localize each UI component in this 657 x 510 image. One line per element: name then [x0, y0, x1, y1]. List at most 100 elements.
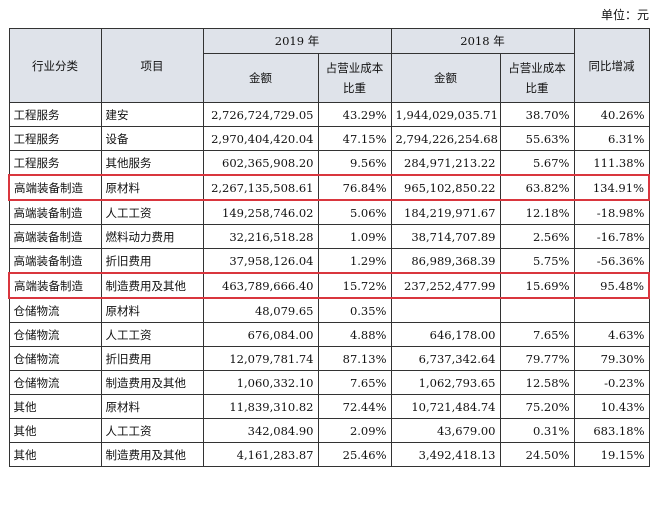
cell-item: 人工工资: [100, 199, 204, 225]
header-ratio-2019: 占营业成本比重: [317, 53, 392, 103]
cell-ratio-2019: 72.44%: [317, 394, 392, 419]
cell-amount-2019: 602,365,908.20: [202, 150, 319, 176]
cell-yoy: 6.31%: [573, 126, 650, 151]
table-row: 工程服务 其他服务 602,365,908.20 9.56% 284,971,213.2…: [8, 150, 650, 176]
table-row: 高端装备制造 燃料动力费用 32,216,518.28 1.09% 38,714,707…: [8, 224, 650, 249]
cell-ratio-2019: 5.06%: [317, 199, 392, 225]
table-row: 仓储物流 制造费用及其他 1,060,332.10 7.65% 1,062,793.65…: [8, 370, 650, 395]
cell-yoy: -18.98%: [573, 199, 650, 225]
header-yoy: 同比增减: [573, 28, 650, 103]
table-row-highlighted: 高端装备制造 制造费用及其他 463,789,666.40 15.72% 237,252…: [8, 272, 650, 299]
cell-amount-2019: 1,060,332.10: [202, 370, 319, 395]
cell-amount-2019: 463,789,666.40: [202, 272, 319, 299]
cell-item: 折旧费用: [100, 346, 204, 371]
cell-yoy: 79.30%: [573, 346, 650, 371]
cell-amount-2018: 38,714,707.89: [390, 224, 501, 249]
cell-amount-2018: [390, 297, 501, 323]
header-ratio-2018: 占营业成本比重: [499, 53, 575, 103]
cell-yoy: 4.63%: [573, 322, 650, 347]
cell-ratio-2018: 55.63%: [499, 126, 575, 151]
cell-ratio-2018: 0.31%: [499, 418, 575, 443]
cell-industry: 其他: [8, 394, 102, 419]
cell-ratio-2018: 5.75%: [499, 248, 575, 274]
cell-ratio-2019: 76.84%: [317, 174, 392, 201]
cell-yoy: 134.91%: [573, 174, 650, 201]
cell-amount-2019: 676,084.00: [202, 322, 319, 347]
table-body: 工程服务 建安 2,726,724,729.05 43.29% 1,944,029,03…: [8, 102, 650, 467]
cell-yoy: 683.18%: [573, 418, 650, 443]
header-year-2018: 2018 年: [390, 28, 575, 54]
cell-industry: 其他: [8, 442, 102, 467]
cell-industry: 高端装备制造: [8, 174, 102, 201]
cell-industry: 工程服务: [8, 102, 102, 127]
table-row: 仓储物流 人工工资 676,084.00 4.88% 646,178.00 7.65% 4.…: [8, 322, 650, 347]
table-row: 高端装备制造 折旧费用 37,958,126.04 1.29% 86,989,368.3…: [8, 248, 650, 274]
cell-amount-2019: 2,970,404,420.04: [202, 126, 319, 151]
cell-amount-2018: 284,971,213.22: [390, 150, 501, 176]
cell-yoy: 10.43%: [573, 394, 650, 419]
cell-yoy: -0.23%: [573, 370, 650, 395]
cost-composition-table: 行业分类 项目 2019 年 2018 年 同比增减 金额 占营业成本比重 金额…: [8, 28, 650, 467]
cell-ratio-2018: 79.77%: [499, 346, 575, 371]
cell-item: 原材料: [100, 174, 204, 201]
cell-industry: 工程服务: [8, 150, 102, 176]
cell-ratio-2019: 1.29%: [317, 248, 392, 274]
cell-item: 原材料: [100, 394, 204, 419]
header-item: 项目: [100, 28, 204, 103]
cell-ratio-2019: 2.09%: [317, 418, 392, 443]
cell-industry: 仓储物流: [8, 346, 102, 371]
cell-ratio-2018: 15.69%: [499, 272, 575, 299]
cell-ratio-2019: 0.35%: [317, 297, 392, 323]
cell-ratio-2019: 7.65%: [317, 370, 392, 395]
cell-ratio-2019: 1.09%: [317, 224, 392, 249]
cell-item: 设备: [100, 126, 204, 151]
cell-ratio-2018: 5.67%: [499, 150, 575, 176]
cell-ratio-2018: 2.56%: [499, 224, 575, 249]
cell-industry: 仓储物流: [8, 297, 102, 323]
cell-amount-2018: 184,219,971.67: [390, 199, 501, 225]
cell-ratio-2018: 63.82%: [499, 174, 575, 201]
cell-amount-2018: 6,737,342.64: [390, 346, 501, 371]
header-ratio-text: 占营业成本比重: [325, 61, 384, 95]
cell-ratio-2019: 15.72%: [317, 272, 392, 299]
cell-amount-2018: 646,178.00: [390, 322, 501, 347]
cell-ratio-2018: 24.50%: [499, 442, 575, 467]
cell-item: 制造费用及其他: [100, 370, 204, 395]
header-year-2019: 2019 年: [202, 28, 392, 54]
table-row: 其他 人工工资 342,084.90 2.09% 43,679.00 0.31% 683.1…: [8, 418, 650, 443]
table-row: 仓储物流 原材料 48,079.65 0.35%: [8, 297, 650, 323]
cell-ratio-2018: 7.65%: [499, 322, 575, 347]
cell-amount-2019: 149,258,746.02: [202, 199, 319, 225]
table-row: 工程服务 建安 2,726,724,729.05 43.29% 1,944,029,03…: [8, 102, 650, 127]
cell-amount-2018: 237,252,477.99: [390, 272, 501, 299]
table-row: 高端装备制造 人工工资 149,258,746.02 5.06% 184,219,971…: [8, 199, 650, 225]
cell-amount-2018: 965,102,850.22: [390, 174, 501, 201]
cell-yoy: 40.26%: [573, 102, 650, 127]
header-amount-2019: 金额: [202, 53, 319, 103]
cell-ratio-2018: 75.20%: [499, 394, 575, 419]
cell-yoy: 95.48%: [573, 272, 650, 299]
cell-item: 折旧费用: [100, 248, 204, 274]
cell-industry: 工程服务: [8, 126, 102, 151]
cell-amount-2019: 11,839,310.82: [202, 394, 319, 419]
table-header: 行业分类 项目 2019 年 2018 年 同比增减 金额 占营业成本比重 金额…: [8, 28, 650, 103]
cell-industry: 其他: [8, 418, 102, 443]
cell-amount-2018: 3,492,418.13: [390, 442, 501, 467]
cell-ratio-2019: 43.29%: [317, 102, 392, 127]
cell-amount-2019: 12,079,781.74: [202, 346, 319, 371]
cell-ratio-2018: 12.18%: [499, 199, 575, 225]
cell-item: 原材料: [100, 297, 204, 323]
cell-amount-2018: 86,989,368.39: [390, 248, 501, 274]
cell-ratio-2019: 25.46%: [317, 442, 392, 467]
cell-item: 人工工资: [100, 418, 204, 443]
cell-amount-2018: 2,794,226,254.68: [390, 126, 501, 151]
table-row-highlighted: 高端装备制造 原材料 2,267,135,508.61 76.84% 965,102,8…: [8, 174, 650, 201]
header-amount-2018: 金额: [390, 53, 501, 103]
cell-amount-2019: 2,726,724,729.05: [202, 102, 319, 127]
table-row: 工程服务 设备 2,970,404,420.04 47.15% 2,794,226,25…: [8, 126, 650, 151]
cell-yoy: [573, 297, 650, 323]
header-ratio-text: 占营业成本比重: [508, 61, 566, 95]
cell-amount-2019: 2,267,135,508.61: [202, 174, 319, 201]
cell-ratio-2019: 87.13%: [317, 346, 392, 371]
cell-amount-2019: 37,958,126.04: [202, 248, 319, 274]
